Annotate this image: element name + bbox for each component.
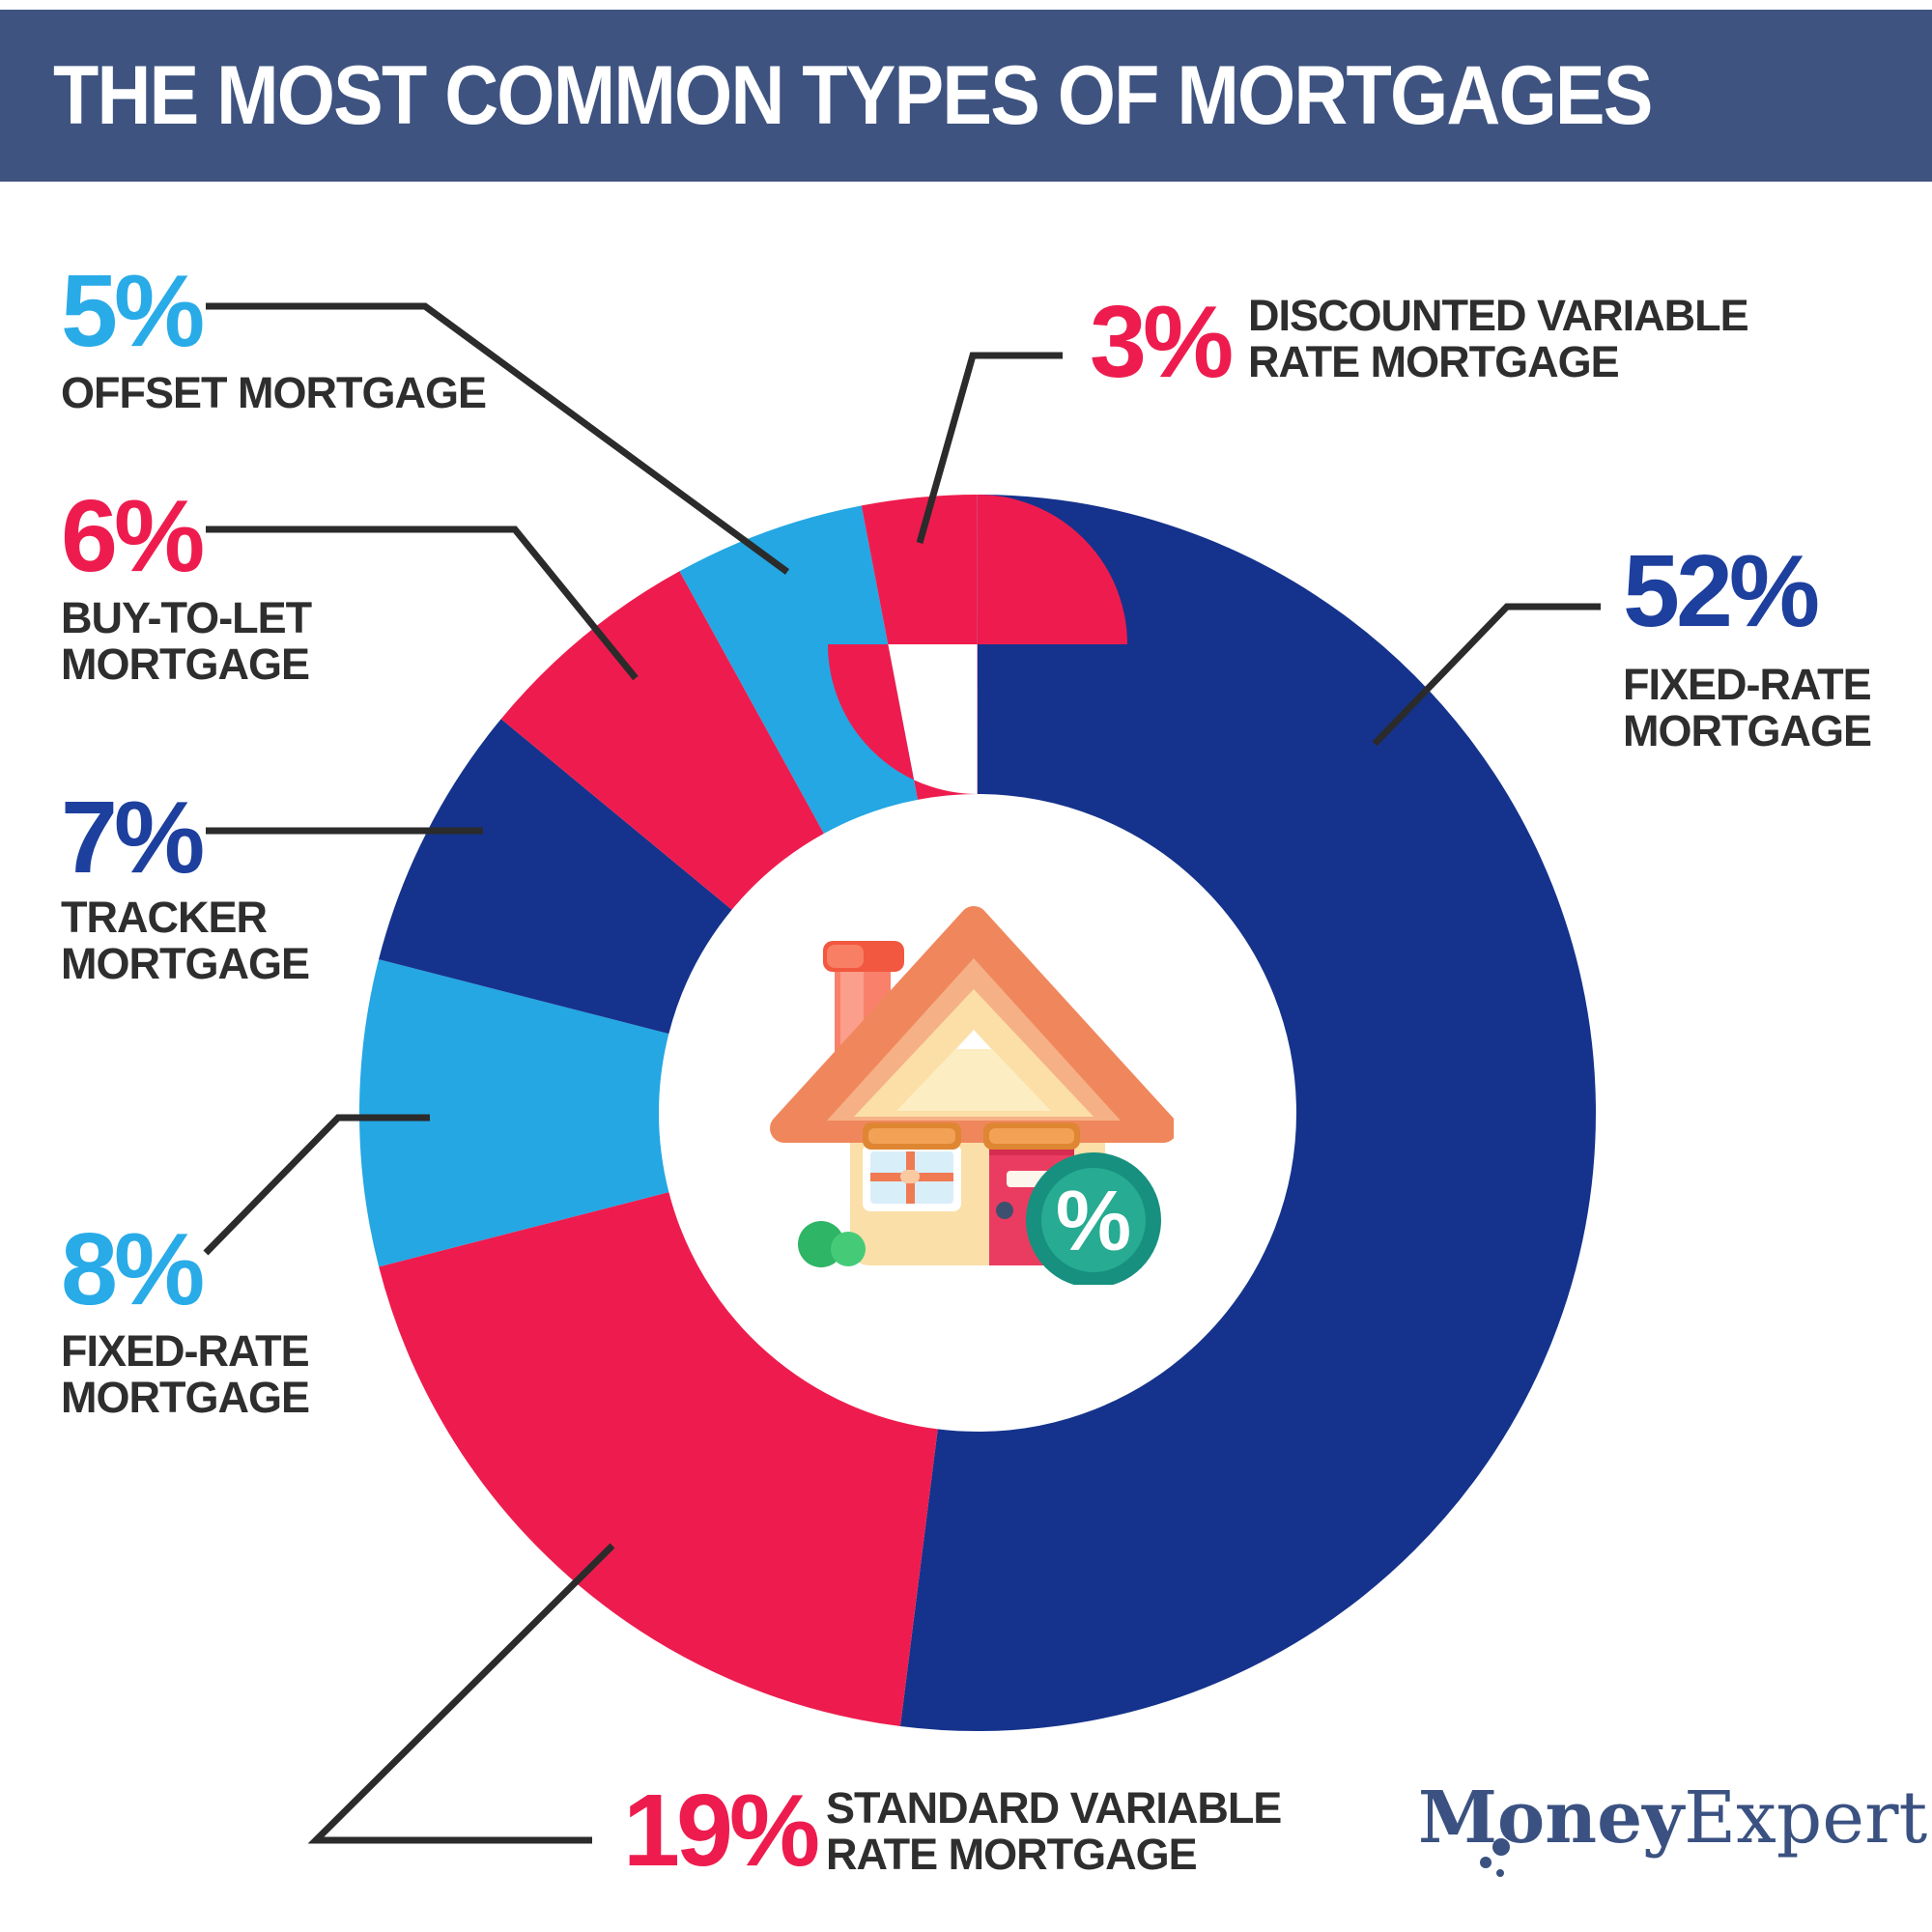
callout-label-line: FIXED-RATE bbox=[1623, 660, 1872, 709]
window bbox=[863, 1122, 961, 1211]
callout-label-line: BUY-TO-LET bbox=[61, 593, 312, 642]
callout-fixed-rate-52-label: FIXED-RATE MORTGAGE bbox=[1623, 660, 1872, 755]
callout-label-line: MORTGAGE bbox=[61, 1373, 310, 1422]
donut-segment-8pct bbox=[359, 495, 1596, 1731]
leader-line-buy-to-let bbox=[206, 526, 639, 681]
brand-logo: MoneyExpert bbox=[1418, 1782, 1927, 1889]
leader-line-fixed-52 bbox=[1372, 603, 1601, 747]
callout-label-line: TRACKER bbox=[61, 893, 268, 942]
percent-badge-icon: % bbox=[1026, 1152, 1161, 1285]
callout-tracker-value: 7% bbox=[61, 781, 205, 895]
callout-label-line: RATE MORTGAGE bbox=[826, 1830, 1198, 1879]
leader-line-svr-19 bbox=[307, 1543, 615, 1844]
header-bar: THE MOST COMMON TYPES OF MORTGAGES bbox=[0, 10, 1932, 182]
svg-text:%: % bbox=[1056, 1173, 1131, 1268]
callout-fixed-rate-8-label: FIXED-RATE MORTGAGE bbox=[61, 1326, 310, 1422]
page-title: THE MOST COMMON TYPES OF MORTGAGES bbox=[53, 49, 1653, 142]
brand-logo-dots-icon bbox=[1480, 1838, 1510, 1877]
callout-offset-value: 5% bbox=[61, 254, 205, 368]
callout-discounted-label: DISCOUNTED VARIABLE RATE MORTGAGE bbox=[1248, 291, 1749, 386]
callout-label-line: RATE MORTGAGE bbox=[1248, 337, 1620, 386]
callout-label-line: MORTGAGE bbox=[61, 939, 310, 988]
donut-segments bbox=[359, 495, 1596, 1731]
callout-offset-label: OFFSET MORTGAGE bbox=[61, 368, 487, 417]
callout-svr-19-value: 19% bbox=[623, 1774, 820, 1888]
brand-logo-expert: Expert bbox=[1684, 1776, 1928, 1860]
callout-label-line: STANDARD VARIABLE bbox=[826, 1783, 1282, 1833]
callout-label-line: DISCOUNTED VARIABLE bbox=[1248, 291, 1749, 340]
callout-tracker-label: TRACKER MORTGAGE bbox=[61, 893, 310, 988]
leader-line-discounted bbox=[916, 352, 1063, 544]
bush-icon bbox=[798, 1221, 866, 1267]
callout-fixed-rate-8-value: 8% bbox=[61, 1212, 205, 1326]
leader-line-fixed-8 bbox=[203, 1114, 430, 1256]
callout-svr-19-label: STANDARD VARIABLE RATE MORTGAGE bbox=[826, 1783, 1282, 1879]
callout-label-line: FIXED-RATE bbox=[61, 1326, 310, 1376]
leader-line-offset bbox=[206, 302, 790, 575]
callout-label-line: OFFSET MORTGAGE bbox=[61, 368, 487, 417]
callout-label-line: MORTGAGE bbox=[1623, 706, 1872, 755]
callout-discounted-value: 3% bbox=[1090, 285, 1234, 399]
callout-fixed-rate-52-value: 52% bbox=[1623, 534, 1820, 648]
house-icon: % bbox=[770, 906, 1174, 1285]
callout-buy-to-let-label: BUY-TO-LET MORTGAGE bbox=[61, 593, 312, 689]
callout-label-line: MORTGAGE bbox=[61, 639, 310, 689]
brand-logo-money: Money bbox=[1418, 1776, 1685, 1860]
callout-buy-to-let-value: 6% bbox=[61, 479, 205, 593]
donut-segment-3pct bbox=[359, 495, 1596, 1731]
leader-lines bbox=[203, 302, 1601, 1844]
roof bbox=[770, 906, 1174, 1143]
